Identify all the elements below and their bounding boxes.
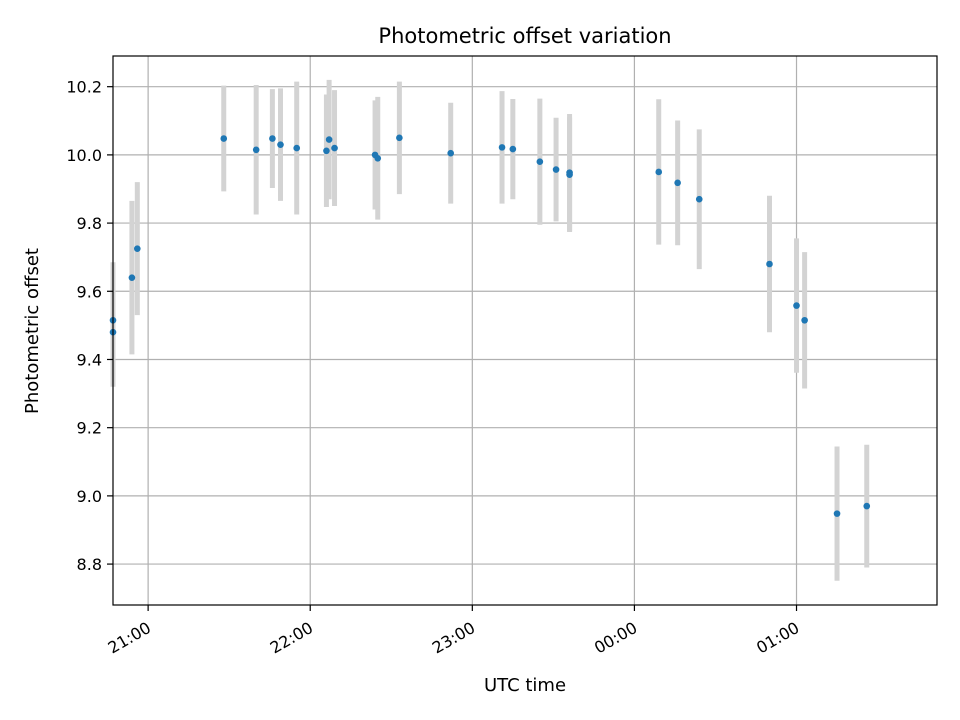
data-point <box>536 158 544 166</box>
y-tick-label: 8.8 <box>77 555 102 574</box>
data-point <box>374 154 382 162</box>
data-point <box>674 179 681 187</box>
y-axis-title: Photometric offset <box>22 248 43 414</box>
y-tick-label: 9.8 <box>77 214 102 233</box>
data-point <box>269 135 276 142</box>
y-tick-label: 9.6 <box>77 282 102 301</box>
y-tick-label: 9.4 <box>77 350 102 369</box>
data-point <box>863 502 871 510</box>
data-point <box>498 144 506 151</box>
data-point <box>695 195 703 203</box>
plot-frame <box>112 55 938 606</box>
data-point <box>552 166 560 173</box>
data-point-layer <box>109 134 871 517</box>
data-point <box>447 149 455 157</box>
y-tick-label: 10.0 <box>66 146 102 165</box>
x-axis-title: UTC time <box>484 675 566 696</box>
data-point <box>396 134 403 142</box>
data-point <box>331 144 338 152</box>
data-point <box>134 245 141 252</box>
y-tick-label: 10.2 <box>66 78 102 97</box>
data-point <box>566 171 573 178</box>
data-point <box>655 168 663 176</box>
data-point <box>323 147 330 155</box>
data-point <box>252 146 260 154</box>
data-point <box>325 136 333 143</box>
y-tick-label: 9.2 <box>77 419 102 438</box>
data-point <box>220 135 228 142</box>
chart-title: Photometric offset variation <box>378 24 671 48</box>
data-point <box>793 302 800 309</box>
data-point <box>293 144 301 152</box>
data-point <box>833 510 841 517</box>
data-point <box>801 316 808 324</box>
grid-layer <box>113 56 937 605</box>
data-point <box>128 274 136 281</box>
data-point <box>509 145 517 153</box>
data-point <box>277 141 284 148</box>
data-point <box>766 260 773 268</box>
plot-area <box>113 56 937 605</box>
y-tick-label: 9.0 <box>77 487 102 506</box>
